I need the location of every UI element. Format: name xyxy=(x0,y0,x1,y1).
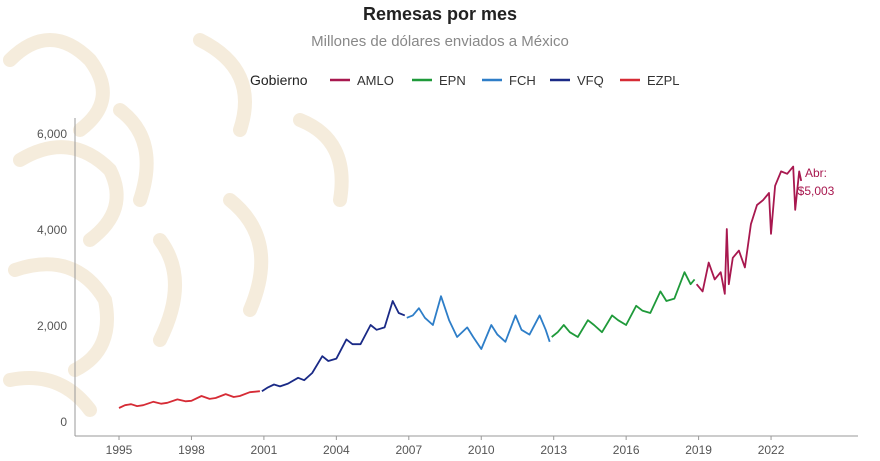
chart-subtitle: Millones de dólares enviados a México xyxy=(311,33,569,50)
y-tick-label: 4,000 xyxy=(37,223,67,237)
series-line-epn xyxy=(551,271,696,338)
x-tick-label: 1998 xyxy=(178,443,205,457)
x-tick-label: 1995 xyxy=(106,443,133,457)
legend-title: Gobierno xyxy=(250,72,308,88)
x-tick-label: 2007 xyxy=(395,443,422,457)
x-tick-label: 2004 xyxy=(323,443,350,457)
x-tick-label: 2022 xyxy=(758,443,785,457)
y-tick-label: 6,000 xyxy=(37,127,67,141)
x-tick-label: 2019 xyxy=(685,443,712,457)
y-tick-label: 2,000 xyxy=(37,319,67,333)
series-line-vfq xyxy=(261,300,406,392)
annotation-month: Abr: xyxy=(805,166,827,180)
legend-label-fch: FCH xyxy=(509,73,536,88)
series-line-ezpl xyxy=(118,390,260,409)
x-tick-label: 2016 xyxy=(613,443,640,457)
series-line-fch xyxy=(406,295,551,350)
legend-label-vfq: VFQ xyxy=(577,73,604,88)
legend-label-ezpl: EZPL xyxy=(647,73,680,88)
x-tick-label: 2013 xyxy=(540,443,567,457)
x-tick-label: 2001 xyxy=(251,443,278,457)
y-tick-label: 0 xyxy=(60,415,67,429)
chart-title: Remesas por mes xyxy=(362,4,518,24)
legend-label-epn: EPN xyxy=(439,73,466,88)
x-tick-label: 2010 xyxy=(468,443,495,457)
legend-label-amlo: AMLO xyxy=(357,73,394,88)
annotation-value: $5,003 xyxy=(798,184,835,198)
series-line-amlo xyxy=(695,165,803,295)
